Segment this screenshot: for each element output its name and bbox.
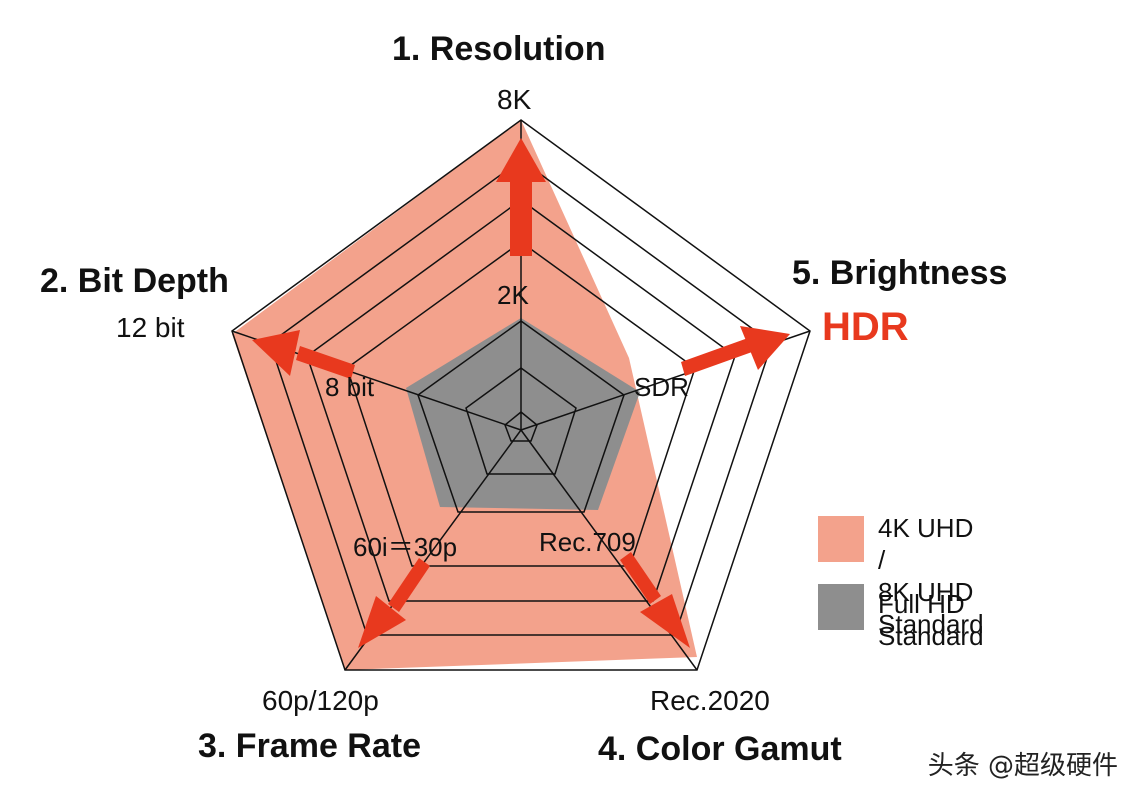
grid-ring	[306, 199, 736, 602]
legend-label-uhd: 4K UHD / 8K UHD Standard	[878, 513, 984, 639]
grid	[231, 119, 811, 671]
arrow-brightness	[681, 326, 790, 376]
axis-title-color-gamut: 4. Color Gamut	[598, 730, 842, 768]
arrow-color-gamut	[620, 552, 690, 648]
grid-ring	[231, 119, 811, 671]
base-label-color-gamut: Rec.709	[539, 527, 636, 557]
grid-ring	[346, 241, 696, 567]
max-label-color-gamut: Rec.2020	[650, 685, 770, 716]
axis-title-resolution: 1. Resolution	[392, 30, 606, 68]
axis-title-frame-rate: 3. Frame Rate	[198, 727, 421, 765]
grid-ring	[504, 411, 538, 442]
arrow-frame-rate	[358, 558, 430, 648]
arrow-resolution	[496, 138, 546, 256]
arrows	[252, 138, 790, 648]
grid-ring	[465, 367, 577, 475]
base-label-resolution: 2K	[497, 280, 529, 310]
watermark: 头条 @超级硬件	[927, 751, 1118, 781]
legend-label-fullhd: Full HD Standard	[878, 589, 984, 651]
legend-swatch-uhd	[818, 516, 864, 562]
max-label-resolution: 8K	[497, 84, 532, 115]
arrow-bit-depth	[252, 330, 355, 379]
base-label-brightness: SDR	[634, 372, 689, 402]
base-label-bit-depth: 8 bit	[325, 372, 375, 402]
axis-title-brightness: 5. Brightness	[792, 254, 1008, 292]
grid-ring	[417, 320, 625, 513]
axis-title-bit-depth: 2. Bit Depth	[40, 262, 229, 300]
max-label-frame-rate: 60p/120p	[262, 685, 379, 716]
base-label-frame-rate: 60i＝30p	[353, 532, 458, 562]
legend-swatch-fullhd	[818, 584, 864, 630]
max-label-brightness: HDR	[822, 305, 909, 349]
max-label-bit-depth: 12 bit	[116, 312, 185, 343]
grid-ring	[269, 159, 773, 636]
